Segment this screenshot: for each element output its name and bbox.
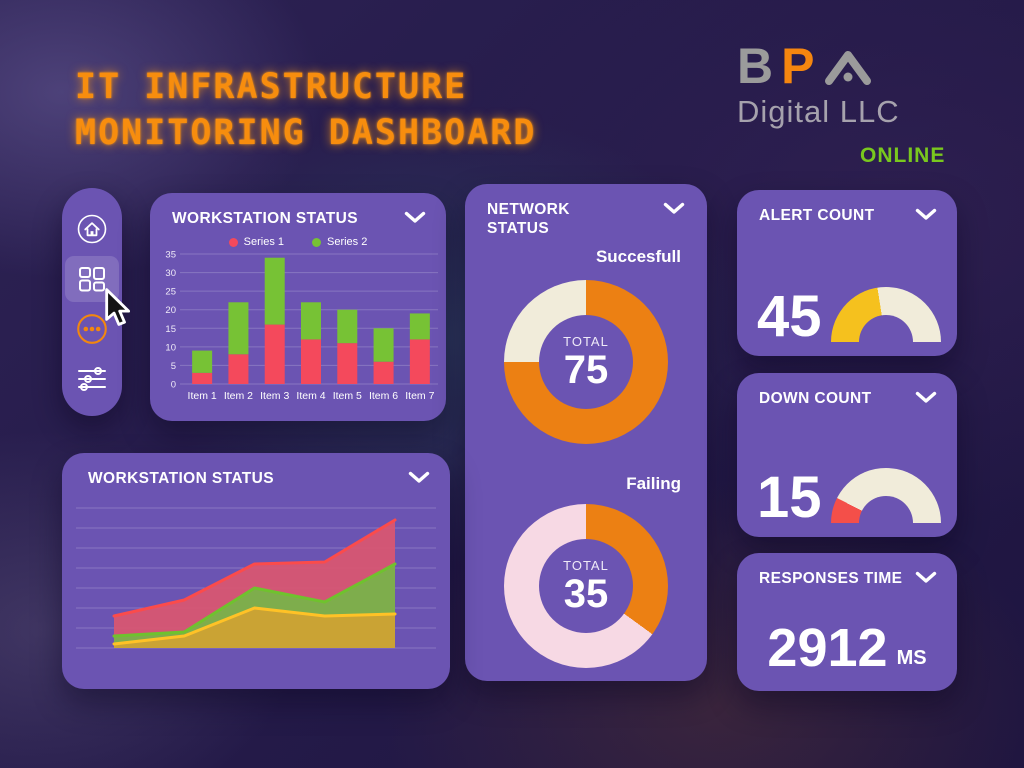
- area-chart: [76, 507, 436, 649]
- svg-text:5: 5: [171, 361, 176, 372]
- svg-text:Item 2: Item 2: [224, 390, 253, 402]
- down-gauge: [831, 468, 941, 523]
- donut-center: TOTAL 75: [539, 315, 633, 409]
- responses-time-unit: MS: [896, 647, 927, 669]
- workstation-status-area-card: WORKSTATION STATUS: [62, 453, 450, 689]
- card-title: NETWORK STATUS: [487, 201, 570, 238]
- donut-label-failing: Failing: [626, 474, 681, 493]
- bar-chart: 0 5 10 15 20 25 30 35 Item 1 Item 2 Item 3 Item 4 It…: [165, 250, 438, 402]
- chevron-down-icon[interactable]: [915, 391, 937, 404]
- series1-dot: [228, 237, 238, 247]
- card-title: ALERT COUNT: [759, 207, 875, 224]
- status-badge: ONLINE: [860, 144, 946, 167]
- responses-time-value: 2912: [767, 618, 888, 678]
- svg-text:10: 10: [165, 343, 176, 354]
- bar-chart-legend: Series 1 Series 2: [150, 236, 446, 248]
- responses-time-card: RESPONSES TIME 2912 MS: [737, 553, 957, 691]
- svg-text:35: 35: [165, 250, 176, 261]
- sliders-icon: [78, 367, 106, 391]
- alert-gauge: [831, 287, 941, 342]
- brand-company-name: Digital LLC: [737, 94, 900, 129]
- responses-time-value-row: 2912 MS: [737, 621, 957, 675]
- legend-label: Series 1: [243, 236, 284, 249]
- chevron-down-icon[interactable]: [663, 202, 685, 215]
- mouse-cursor: [105, 288, 131, 326]
- svg-text:Item 5: Item 5: [333, 390, 362, 402]
- chevron-down-icon[interactable]: [915, 208, 937, 221]
- alert-count-card: ALERT COUNT 45: [737, 190, 957, 356]
- svg-text:30: 30: [165, 268, 176, 279]
- down-count-value: 15: [757, 465, 822, 530]
- chevron-down-icon[interactable]: [915, 571, 937, 584]
- workstation-status-bar-card: WORKSTATION STATUS Series 1 Series 2 0 5 1…: [150, 193, 446, 421]
- home-icon: [77, 214, 107, 244]
- svg-text:Item 1: Item 1: [188, 390, 217, 402]
- down-count-card: DOWN COUNT 15: [737, 373, 957, 537]
- svg-text:0: 0: [171, 380, 176, 391]
- donut-center-value: 35: [563, 571, 609, 616]
- svg-text:Item 3: Item 3: [260, 390, 289, 402]
- svg-text:20: 20: [165, 306, 176, 317]
- svg-text:Item 4: Item 4: [296, 390, 325, 402]
- donut-center-value: 75: [563, 347, 609, 392]
- card-title: WORKSTATION STATUS: [172, 210, 359, 227]
- legend-label: Series 2: [327, 236, 368, 249]
- svg-text:25: 25: [165, 287, 176, 298]
- brand-logo-letters: B P: [737, 40, 937, 92]
- legend-item-series2: Series 2: [312, 236, 367, 248]
- logo-letter-b: B: [737, 38, 776, 94]
- failing-donut-chart: TOTAL 35: [504, 504, 668, 668]
- donut-center-label: TOTAL: [563, 333, 609, 349]
- legend-item-series1: Series 1: [228, 236, 284, 249]
- svg-text:Item 7: Item 7: [405, 390, 434, 402]
- donut-center: TOTAL 35: [539, 539, 633, 633]
- ellipsis-icon: [77, 314, 107, 344]
- brand-logo: B P Digital LLC: [737, 40, 937, 130]
- alert-count-value: 45: [757, 284, 822, 349]
- card-title: DOWN COUNT: [759, 390, 872, 407]
- donut-center-label: TOTAL: [563, 557, 609, 573]
- page-title: IT INFRASTRUCTURE MONITORING DASHBOARD: [75, 67, 537, 154]
- succesfull-donut-chart: TOTAL 75: [504, 280, 668, 444]
- network-status-card: NETWORK STATUS Succesfull TOTAL 75 Faili…: [465, 184, 707, 681]
- sidebar-item-home[interactable]: [62, 204, 122, 254]
- logo-letter-a-icon: [825, 51, 872, 85]
- gauge-hole: [859, 496, 913, 523]
- sidebar-item-settings[interactable]: [62, 354, 122, 404]
- card-title: WORKSTATION STATUS: [88, 470, 275, 487]
- svg-text:15: 15: [165, 324, 176, 335]
- sidebar-item-more[interactable]: [62, 304, 122, 354]
- card-title: RESPONSES TIME: [759, 570, 903, 587]
- series2-dot: [312, 237, 321, 247]
- svg-text:Item 6: Item 6: [369, 390, 398, 402]
- logo-letter-p: P: [781, 38, 817, 94]
- chevron-down-icon[interactable]: [408, 471, 430, 484]
- donut-label-succesfull: Succesfull: [595, 247, 681, 266]
- gauge-hole: [859, 315, 913, 342]
- dashboard-grid-icon: [79, 267, 105, 292]
- chevron-down-icon[interactable]: [404, 211, 426, 224]
